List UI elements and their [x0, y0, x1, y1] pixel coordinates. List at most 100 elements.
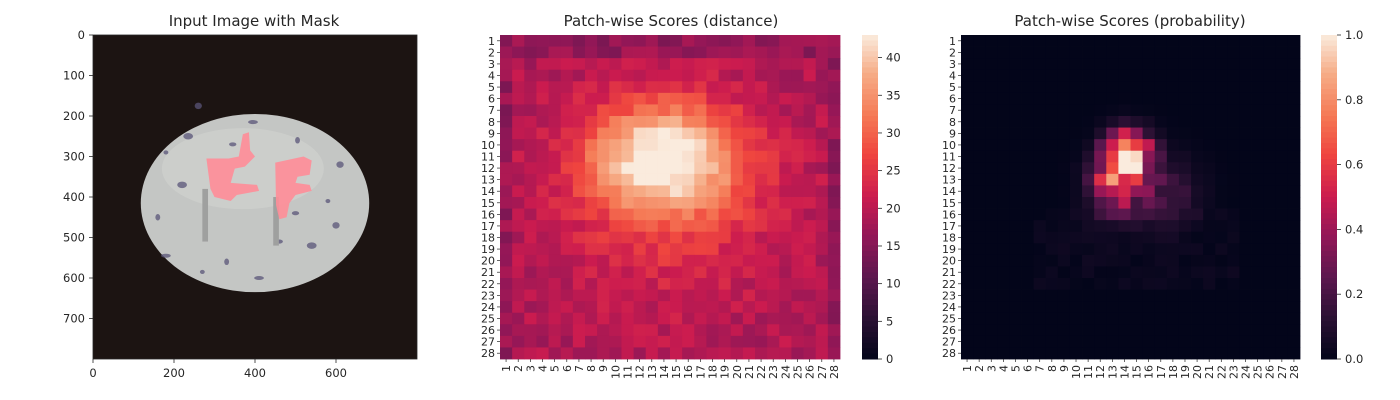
heatmap-cell [985, 231, 998, 244]
heatmap-cell [1263, 197, 1277, 209]
colorbar-segment [1321, 229, 1337, 236]
heatmap-cell [1191, 197, 1204, 209]
heatmap-cell [657, 335, 671, 348]
heatmap-cell [512, 347, 525, 360]
colorbar-segment [862, 78, 878, 85]
heatmap-cell [1275, 278, 1289, 290]
heatmap-cell [767, 347, 780, 360]
heatmap-cell [1178, 104, 1192, 117]
heatmap-cell [512, 92, 525, 105]
heatmap-cell [1251, 162, 1265, 175]
heatmap-cell [682, 162, 695, 175]
x-tick-label: 2 [973, 365, 986, 372]
x-tick-label: 28 [1288, 365, 1301, 379]
heatmap-cell [585, 266, 598, 279]
heatmap-cell [803, 197, 817, 209]
heatmap-cell [767, 266, 780, 279]
heatmap-cell [1118, 208, 1131, 221]
heatmap-cell [1142, 104, 1156, 117]
heatmap-cell [1106, 301, 1119, 314]
heatmap-cell [524, 243, 537, 256]
heatmap-cell [572, 312, 586, 325]
x-tick-label: 8 [585, 365, 598, 372]
heatmap-cell [670, 127, 683, 140]
heatmap-cell [742, 208, 756, 221]
heatmap-cell [560, 150, 574, 163]
heatmap-cell [1142, 127, 1156, 140]
x-tick-label: 11 [1082, 365, 1095, 379]
heatmap-cell [621, 139, 634, 152]
heatmap-cell [742, 197, 756, 209]
heatmap-cell [512, 162, 525, 175]
heatmap-cell [1251, 116, 1265, 128]
heatmap-cell [985, 127, 998, 140]
heatmap-cell [779, 231, 792, 244]
heatmap-cell [718, 92, 732, 105]
heatmap-cell [1154, 58, 1168, 71]
x-tick-label: 0 [89, 366, 96, 380]
y-tick-label: 27 [942, 336, 956, 349]
heatmap-cell [1275, 46, 1289, 59]
heatmap-cell [1287, 139, 1301, 152]
heatmap-cell [815, 197, 829, 209]
heatmap-cell [645, 185, 659, 198]
colorbar-segment [1321, 218, 1337, 225]
heatmap-cell [997, 231, 1010, 244]
heatmap-cell [682, 58, 695, 71]
heatmap-cell [730, 266, 744, 279]
colorbar-segment [862, 332, 878, 338]
heatmap-cell [997, 220, 1010, 233]
heatmap-cell [1045, 278, 1059, 290]
heatmap-cell [670, 185, 683, 198]
heatmap-cell [1275, 162, 1289, 175]
heatmap-cell [1191, 150, 1204, 163]
heatmap-cell [1287, 231, 1301, 244]
heatmap-cell [1082, 35, 1095, 47]
colorbar-segment [1321, 110, 1337, 117]
x-tick-label: 19 [719, 365, 732, 379]
heatmap-cell [1142, 231, 1156, 244]
heatmap-cell [1106, 289, 1119, 302]
heatmap-cell [1009, 127, 1022, 140]
heatmap-cell [755, 35, 768, 47]
heatmap-cell [633, 312, 647, 325]
heatmap-cell [1154, 173, 1168, 186]
heatmap-cell [730, 173, 744, 186]
heatmap-cell [803, 116, 817, 128]
heatmap-cell [524, 69, 537, 82]
x-tick-label: 1 [500, 365, 513, 372]
heatmap-cell [548, 69, 562, 82]
heatmap-cell [1082, 208, 1095, 221]
heatmap-cell [791, 162, 804, 175]
heatmap-cell [1215, 150, 1228, 163]
heatmap-cell [779, 278, 792, 290]
heatmap-cell [1239, 35, 1252, 47]
heatmap-cell [1082, 254, 1095, 267]
heatmap-cell [1215, 162, 1228, 175]
heatmap-cell [670, 231, 683, 244]
heatmap-cell [973, 150, 986, 163]
heatmap-cell [585, 208, 598, 221]
heatmap-cell [657, 58, 671, 71]
heatmap-cell [1057, 127, 1071, 140]
heatmap-cell [597, 150, 610, 163]
heatmap-cell [730, 301, 744, 314]
heatmap-cell [997, 266, 1010, 279]
heatmap-cell [1251, 312, 1265, 325]
heatmap-cell [803, 312, 817, 325]
heatmap-cell [1275, 150, 1289, 163]
heatmap-cell [1287, 254, 1301, 267]
heatmap-cell [1045, 324, 1059, 337]
y-tick-label: 21 [481, 266, 495, 279]
heatmap-cell [1287, 150, 1301, 163]
heatmap-cell [1154, 46, 1168, 59]
colorbar-segment [1321, 245, 1337, 252]
speckle [194, 102, 202, 110]
heatmap-cell [597, 324, 610, 337]
heatmap-cell [779, 335, 792, 348]
heatmap-cell [1287, 278, 1301, 290]
speckle [229, 142, 237, 147]
heatmap-cell [1154, 150, 1168, 163]
heatmap-cell [1227, 208, 1240, 221]
heatmap-cell [1275, 208, 1289, 221]
